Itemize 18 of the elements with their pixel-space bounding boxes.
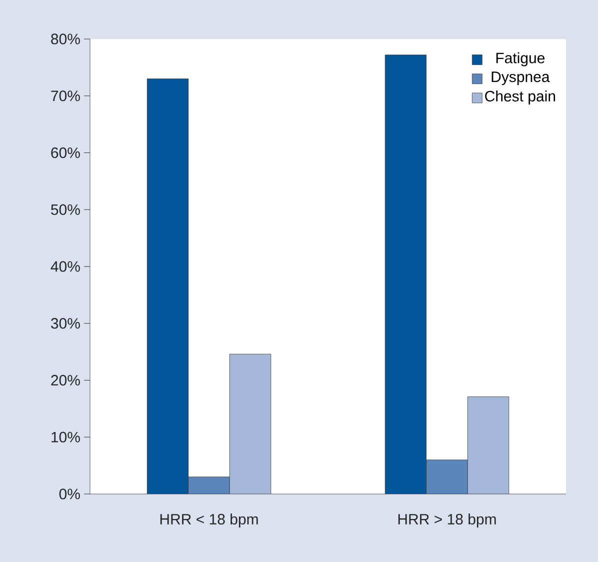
y-tick-label: 30% bbox=[51, 318, 80, 329]
legend-label: Dyspnea bbox=[492, 72, 550, 86]
y-tick-label: 0% bbox=[59, 488, 80, 500]
legend-label: Fatigue bbox=[496, 52, 545, 66]
y-tick-label: 10% bbox=[52, 432, 80, 442]
bar bbox=[188, 476, 230, 494]
y-tick-label: 60% bbox=[51, 147, 80, 158]
bar bbox=[230, 354, 271, 494]
legend-label: Chest pain bbox=[485, 90, 556, 104]
y-tick-label: 40% bbox=[50, 261, 80, 272]
y-tick-label: 70% bbox=[51, 90, 80, 102]
x-tick-label: HRR > 18 bpm bbox=[398, 514, 496, 528]
bar bbox=[426, 460, 468, 494]
y-tick-label: 50% bbox=[51, 204, 80, 215]
y-tick-label: 20% bbox=[51, 374, 80, 386]
y-tick-label: 80% bbox=[51, 34, 80, 44]
x-tick-label: HRR < 18 bpm bbox=[160, 514, 258, 528]
bar bbox=[467, 396, 510, 494]
